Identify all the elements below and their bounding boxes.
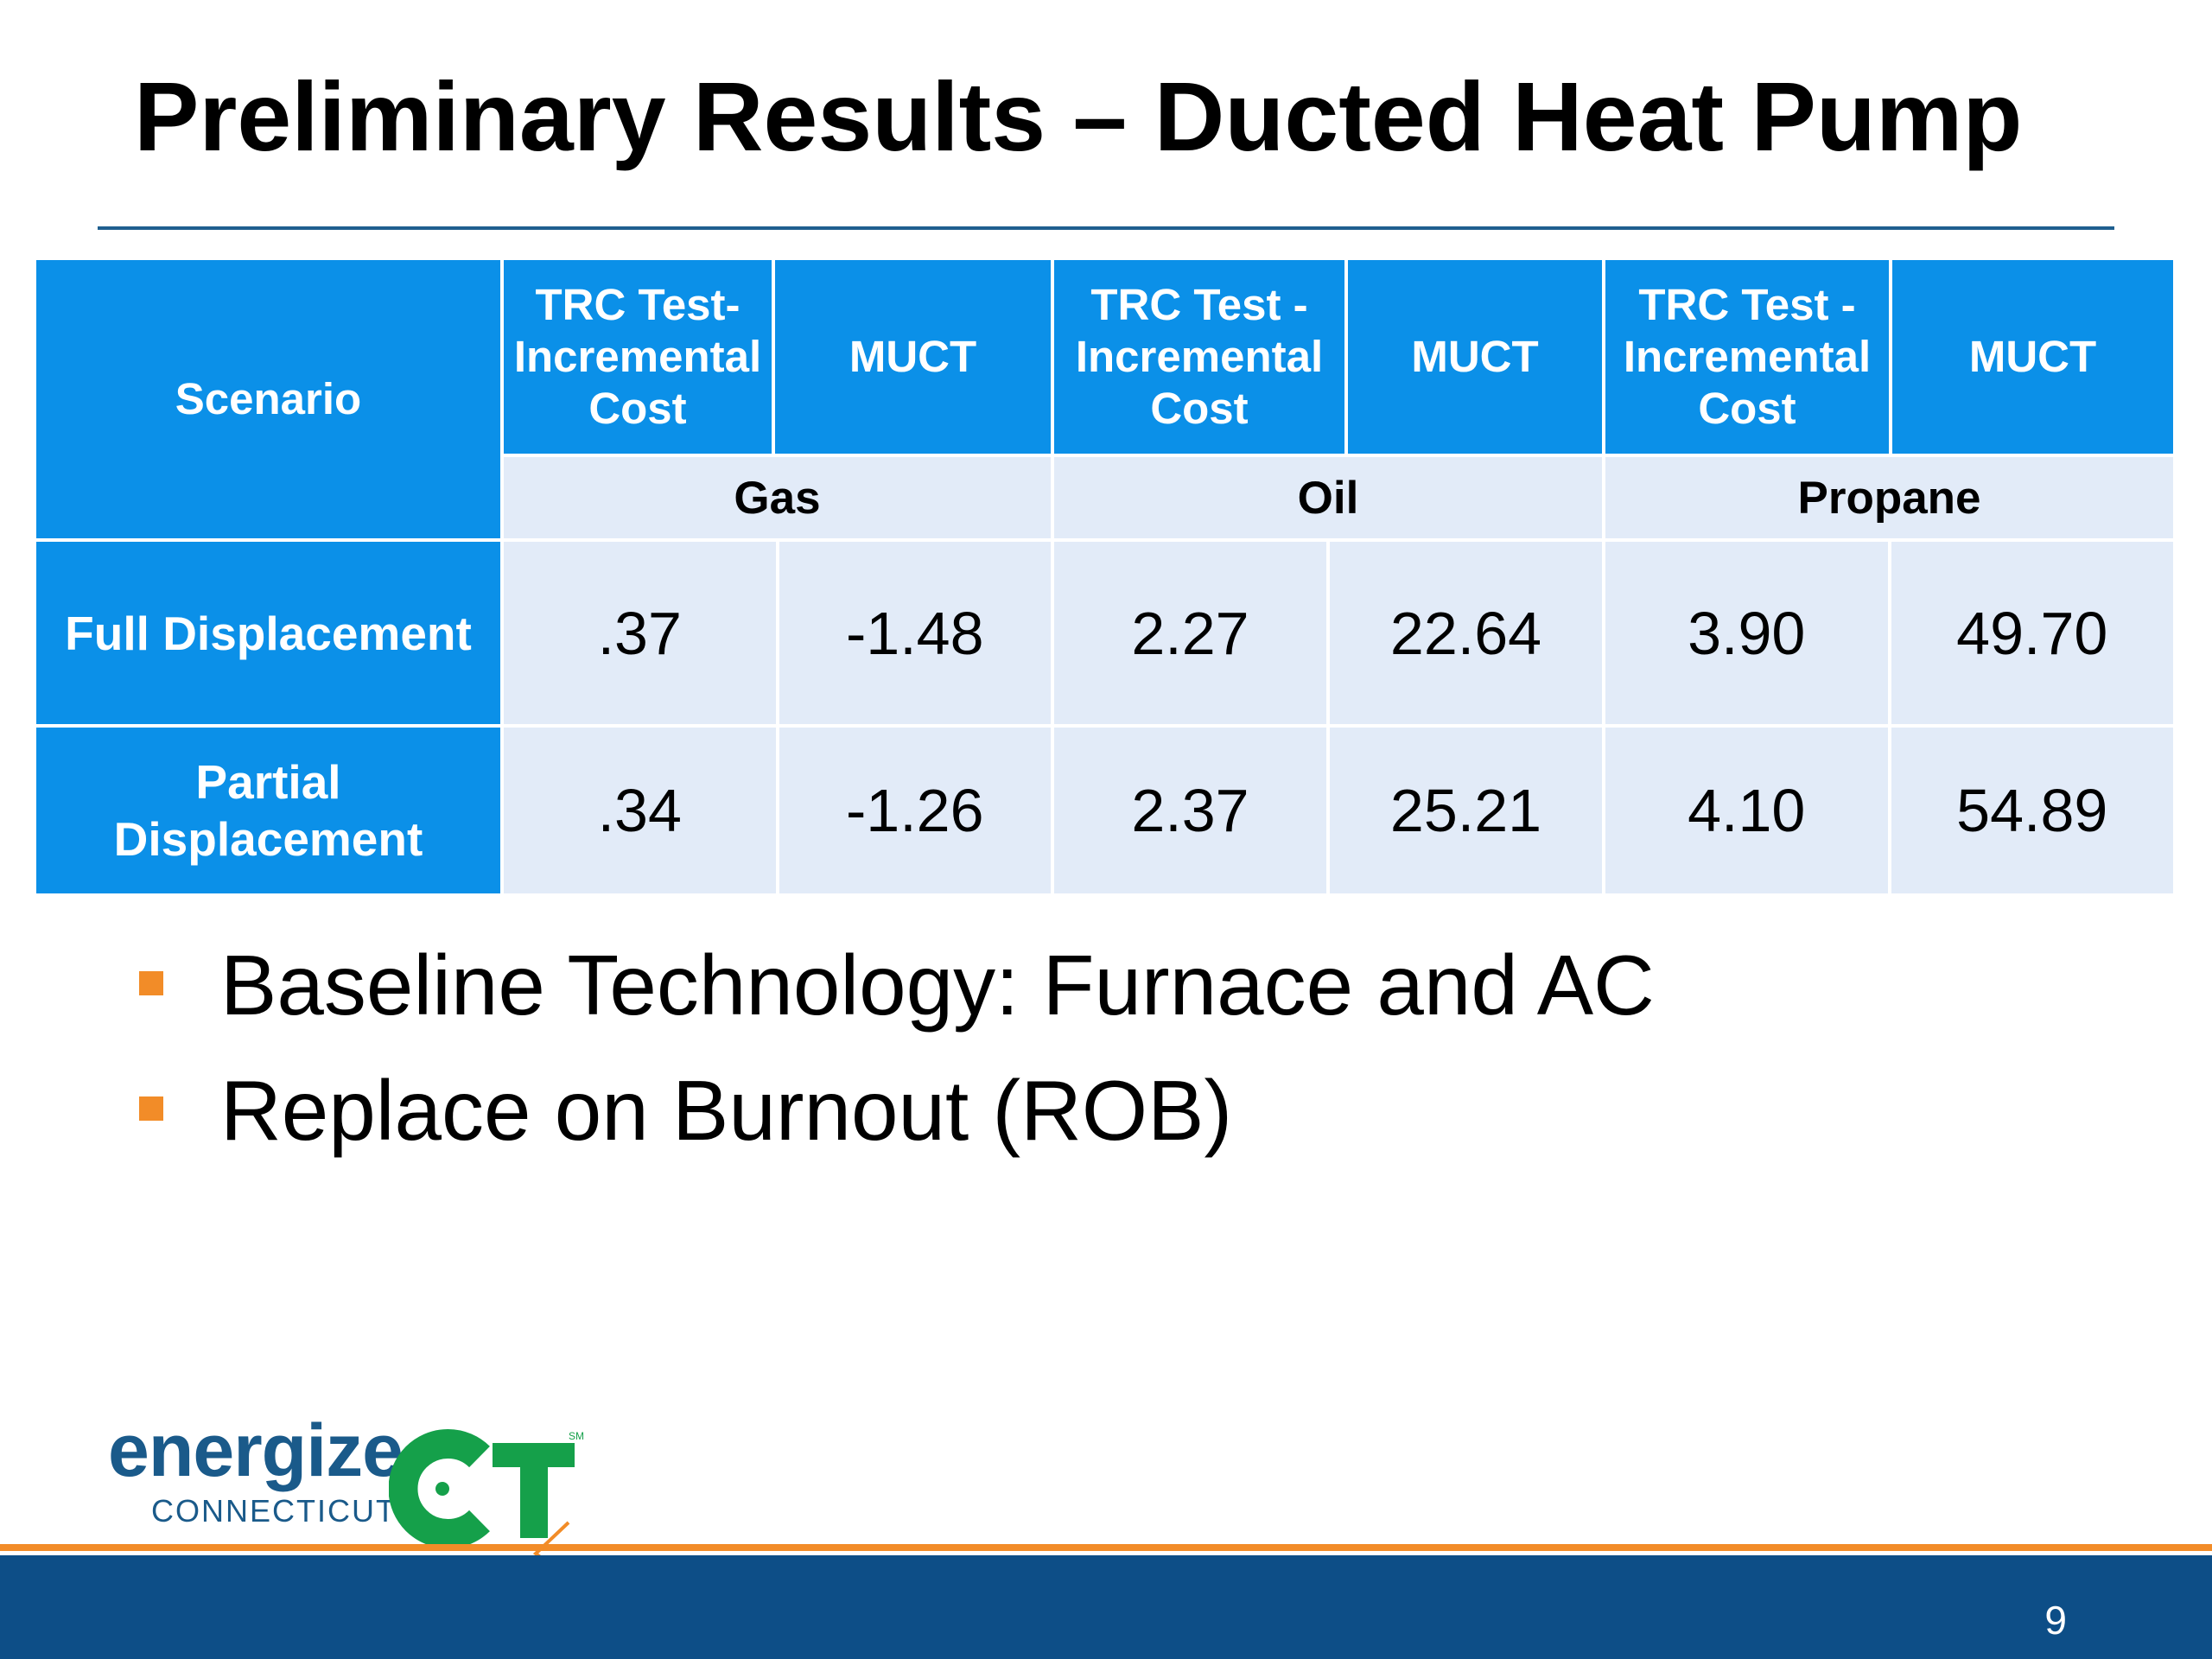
bullet-square-icon — [139, 1096, 163, 1121]
results-table: Scenario TRC Test- Incremental Cost MUCT… — [33, 257, 2177, 897]
ct-logo-icon: SM — [389, 1429, 584, 1545]
value-cell: 4.10 — [1688, 777, 1806, 844]
list-item: Baseline Technology: Furnace and AC — [134, 933, 1655, 1058]
footer-bar — [0, 1555, 2212, 1659]
oil-cells: 2.37 25.21 — [1051, 724, 1605, 897]
group-oil: Oil — [1051, 454, 1605, 542]
row-label-full: Full Displacement — [33, 538, 504, 728]
bullet-square-icon — [139, 971, 163, 995]
header-propane-muct: MUCT — [1889, 257, 2177, 457]
footer-accent-line — [0, 1544, 2212, 1551]
gas-cells: .37 -1.48 — [500, 538, 1054, 728]
group-gas: Gas — [500, 454, 1054, 542]
value-cell: -1.26 — [775, 728, 1052, 893]
value-cell: 2.27 — [1131, 599, 1249, 667]
table-row: Full Displacement .37 -1.48 2.27 22.64 3.9… — [33, 538, 2177, 728]
bullet-list: Baseline Technology: Furnace and AC Repl… — [134, 933, 1655, 1184]
header-scenario: Scenario — [33, 257, 504, 542]
title-divider — [98, 226, 2114, 230]
list-item: Replace on Burnout (ROB) — [134, 1058, 1655, 1184]
value-cell: .34 — [597, 777, 682, 844]
slide-title: Preliminary Results – Ducted Heat Pump — [134, 62, 2023, 171]
value-cell: 22.64 — [1326, 542, 1602, 724]
gas-cells: .34 -1.26 — [500, 724, 1054, 897]
propane-cells: 3.90 49.70 — [1602, 538, 2177, 728]
value-cell: -1.48 — [775, 542, 1052, 724]
header-oil-muct: MUCT — [1344, 257, 1605, 457]
value-cell: 3.90 — [1688, 599, 1806, 667]
energize-ct-logo: energize CONNECTICUT SM — [104, 1408, 596, 1594]
svg-text:SM: SM — [569, 1430, 584, 1442]
value-cell: 2.37 — [1131, 777, 1249, 844]
header-gas-trc: TRC Test- Incremental Cost — [500, 257, 775, 457]
table-row: Partial Displacement .34 -1.26 2.37 25.21 … — [33, 724, 2177, 897]
page-number: 9 — [2044, 1598, 2067, 1643]
propane-cells: 4.10 54.89 — [1602, 724, 2177, 897]
logo-subtitle: CONNECTICUT — [151, 1493, 397, 1529]
group-propane: Propane — [1602, 454, 2177, 542]
header-oil-trc: TRC Test - Incremental Cost — [1051, 257, 1348, 457]
logo-wordmark: energize — [108, 1409, 404, 1492]
value-cell: .37 — [597, 599, 682, 667]
value-cell: 25.21 — [1326, 728, 1602, 893]
header-propane-trc: TRC Test - Incremental Cost — [1602, 257, 1892, 457]
header-gas-muct: MUCT — [772, 257, 1054, 457]
value-cell: 54.89 — [1887, 728, 2174, 893]
oil-cells: 2.27 22.64 — [1051, 538, 1605, 728]
row-label-partial: Partial Displacement — [33, 724, 504, 897]
value-cell: 49.70 — [1887, 542, 2174, 724]
